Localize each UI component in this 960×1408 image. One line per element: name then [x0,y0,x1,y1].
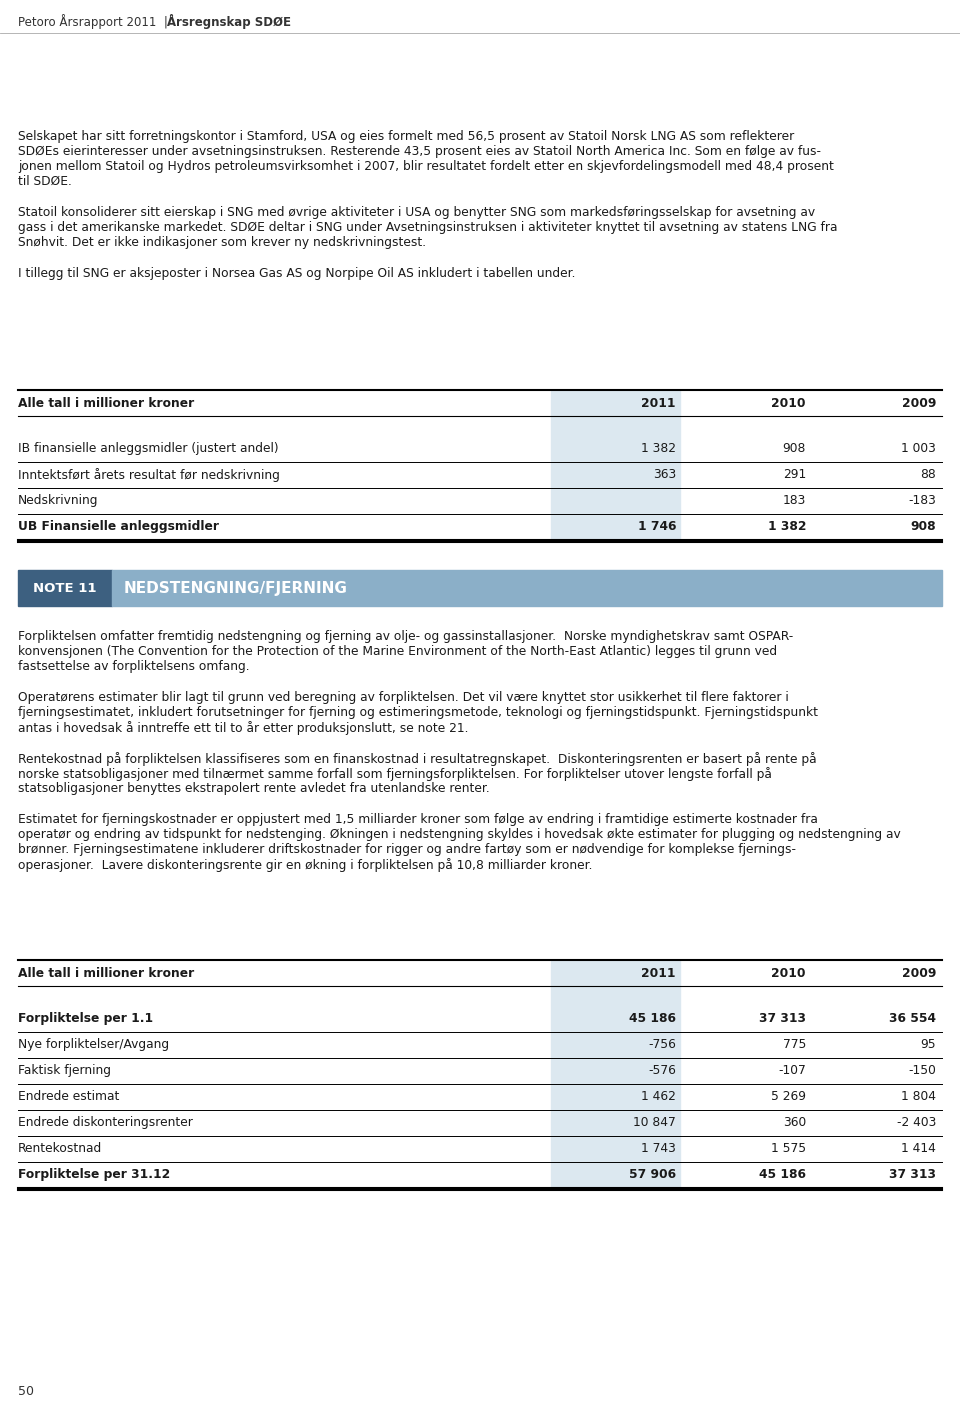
Text: 1 382: 1 382 [767,520,806,534]
Bar [551,390,680,541]
Text: IB finansielle anleggsmidler (justert andel): IB finansielle anleggsmidler (justert an… [18,442,278,455]
Text: 1 462: 1 462 [641,1090,676,1102]
Text: Forpliktelsen omfatter fremtidig nedstengning og fjerning av olje- og gassinstal: Forpliktelsen omfatter fremtidig nedsten… [18,629,793,643]
Text: 1 414: 1 414 [901,1142,936,1155]
Bar [551,960,680,1188]
Text: Alle tall i millioner kroner: Alle tall i millioner kroner [18,967,194,980]
Text: 1 804: 1 804 [901,1090,936,1102]
Text: -150: -150 [908,1064,936,1077]
Text: 2009: 2009 [901,967,936,980]
Text: 2011: 2011 [641,397,676,410]
Text: 2010: 2010 [772,397,806,410]
Text: operatør og endring av tidspunkt for nedstenging. Økningen i nedstengning skylde: operatør og endring av tidspunkt for ned… [18,828,900,841]
Text: til SDØE.: til SDØE. [18,175,72,189]
Text: Estimatet for fjerningskostnader er oppjustert med 1,5 milliarder kroner som føl: Estimatet for fjerningskostnader er oppj… [18,812,818,826]
Text: Faktisk fjerning: Faktisk fjerning [18,1064,111,1077]
Text: 363: 363 [653,467,676,482]
Text: 45 186: 45 186 [759,1169,806,1181]
Text: 10 847: 10 847 [634,1117,676,1129]
Text: NEDSTENGNING/FJERNING: NEDSTENGNING/FJERNING [124,580,348,596]
Text: Rentekostnad på forpliktelsen klassifiseres som en finanskostnad i resultatregns: Rentekostnad på forpliktelsen klassifise… [18,752,817,766]
Text: antas i hovedsak å inntreffe ett til to år etter produksjonslutt, se note 21.: antas i hovedsak å inntreffe ett til to … [18,721,468,735]
Text: Statoil konsoliderer sitt eierskap i SNG med øvrige aktiviteter i USA og benytte: Statoil konsoliderer sitt eierskap i SNG… [18,206,815,220]
Text: 1 003: 1 003 [901,442,936,455]
Text: 1 746: 1 746 [637,520,676,534]
Text: 1 743: 1 743 [641,1142,676,1155]
Text: 360: 360 [782,1117,806,1129]
Text: jonen mellom Statoil og Hydros petroleumsvirksomhet i 2007, blir resultatet ford: jonen mellom Statoil og Hydros petroleum… [18,161,834,173]
Text: -2 403: -2 403 [897,1117,936,1129]
Text: Selskapet har sitt forretningskontor i Stamford, USA og eies formelt med 56,5 pr: Selskapet har sitt forretningskontor i S… [18,130,794,144]
Text: 37 313: 37 313 [759,1012,806,1025]
Text: -183: -183 [908,494,936,507]
Text: Endrede diskonteringsrenter: Endrede diskonteringsrenter [18,1117,193,1129]
Text: 291: 291 [782,467,806,482]
Text: statsobligasjoner benyttes ekstrapolert rente avledet fra utenlandske renter.: statsobligasjoner benyttes ekstrapolert … [18,781,490,796]
Text: 2010: 2010 [772,967,806,980]
Text: -576: -576 [648,1064,676,1077]
Text: fjerningsestimatet, inkludert forutsetninger for fjerning og estimeringsmetode, : fjerningsestimatet, inkludert forutsetni… [18,705,818,719]
Text: 50: 50 [18,1385,34,1398]
Text: 2011: 2011 [641,967,676,980]
Text: 908: 908 [910,520,936,534]
Text: Forpliktelse per 1.1: Forpliktelse per 1.1 [18,1012,154,1025]
Text: Alle tall i millioner kroner: Alle tall i millioner kroner [18,397,194,410]
Text: Rentekostnad: Rentekostnad [18,1142,103,1155]
Text: 908: 908 [782,442,806,455]
Text: 5 269: 5 269 [771,1090,806,1102]
Text: 775: 775 [782,1038,806,1050]
Text: 37 313: 37 313 [889,1169,936,1181]
Text: -107: -107 [779,1064,806,1077]
Text: 1 575: 1 575 [771,1142,806,1155]
Text: -756: -756 [648,1038,676,1050]
Text: 45 186: 45 186 [629,1012,676,1025]
Text: Nedskrivning: Nedskrivning [18,494,99,507]
Text: konvensjonen (The Convention for the Protection of the Marine Environment of the: konvensjonen (The Convention for the Pro… [18,645,778,658]
Bar [18,570,112,605]
Text: 57 906: 57 906 [629,1169,676,1181]
Text: SDØEs eierinteresser under avsetningsinstruksen. Resterende 43,5 prosent eies av: SDØEs eierinteresser under avsetningsins… [18,145,821,158]
Text: 1 382: 1 382 [641,442,676,455]
Bar [112,570,942,605]
Text: 183: 183 [782,494,806,507]
Text: NOTE 11: NOTE 11 [34,582,97,594]
Text: Forpliktelse per 31.12: Forpliktelse per 31.12 [18,1169,170,1181]
Text: operasjoner.  Lavere diskonteringsrente gir en økning i forpliktelsen på 10,8 mi: operasjoner. Lavere diskonteringsrente g… [18,857,592,872]
Text: UB Finansielle anleggsmidler: UB Finansielle anleggsmidler [18,520,219,534]
Text: Endrede estimat: Endrede estimat [18,1090,119,1102]
Text: 95: 95 [921,1038,936,1050]
Text: 88: 88 [921,467,936,482]
Text: brønner. Fjerningsestimatene inkluderer driftskostnader for rigger og andre fart: brønner. Fjerningsestimatene inkluderer … [18,843,796,856]
Text: Årsregnskap SDØE: Årsregnskap SDØE [167,14,291,30]
Text: Petoro Årsrapport 2011  |: Petoro Årsrapport 2011 | [18,14,176,30]
Text: 2009: 2009 [901,397,936,410]
Text: gass i det amerikanske markedet. SDØE deltar i SNG under Avsetningsinstruksen i : gass i det amerikanske markedet. SDØE de… [18,221,837,234]
Text: Nye forpliktelser/Avgang: Nye forpliktelser/Avgang [18,1038,169,1050]
Text: Snøhvit. Det er ikke indikasjoner som krever ny nedskrivningstest.: Snøhvit. Det er ikke indikasjoner som kr… [18,237,426,249]
Text: fastsettelse av forpliktelsens omfang.: fastsettelse av forpliktelsens omfang. [18,660,250,673]
Text: Operatørens estimater blir lagt til grunn ved beregning av forpliktelsen. Det vi: Operatørens estimater blir lagt til grun… [18,691,789,704]
Text: 36 554: 36 554 [889,1012,936,1025]
Text: Inntektsført årets resultat før nedskrivning: Inntektsført årets resultat før nedskriv… [18,467,280,482]
Text: I tillegg til SNG er aksjeposter i Norsea Gas AS og Norpipe Oil AS inkludert i t: I tillegg til SNG er aksjeposter i Norse… [18,268,575,280]
Text: norske statsobligasjoner med tilnærmet samme forfall som fjerningsforpliktelsen.: norske statsobligasjoner med tilnærmet s… [18,767,772,781]
